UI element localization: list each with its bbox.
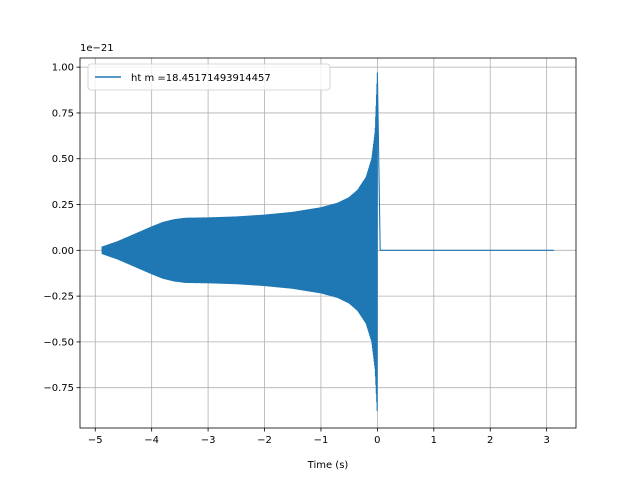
x-tick-label: 0 bbox=[374, 435, 380, 446]
y-tick-label: 0.25 bbox=[52, 200, 74, 211]
legend-label: ht m =18.45171493914457 bbox=[131, 73, 271, 84]
y-tick-label: 0.50 bbox=[52, 154, 74, 165]
axes-frame bbox=[79, 57, 577, 429]
x-tick-label: −5 bbox=[88, 435, 103, 446]
x-tick-label: −3 bbox=[201, 435, 216, 446]
y-tick-label: 0.00 bbox=[52, 246, 74, 257]
x-tick-label: 3 bbox=[543, 435, 549, 446]
y-tick-label: −0.25 bbox=[43, 292, 74, 303]
plot-area bbox=[101, 72, 554, 411]
y-tick-label: −0.50 bbox=[43, 337, 74, 348]
y-offset-label: 1e−21 bbox=[80, 43, 114, 54]
grid bbox=[80, 58, 576, 428]
x-tick-label: −2 bbox=[257, 435, 272, 446]
x-tick-label: 1 bbox=[431, 435, 437, 446]
y-tick-label: 1.00 bbox=[52, 63, 74, 74]
legend: ht m =18.45171493914457 bbox=[87, 63, 331, 91]
y-tick-label: −0.75 bbox=[43, 383, 74, 394]
x-axis: −5 −4 −3 −2 −1 0 1 2 3 bbox=[88, 428, 550, 446]
waveform-line bbox=[101, 72, 554, 411]
y-axis: −0.75 −0.50 −0.25 0.00 0.25 0.50 0.75 1.00 bbox=[43, 63, 80, 394]
x-tick-label: 2 bbox=[487, 435, 493, 446]
x-axis-label: Time (s) bbox=[307, 460, 349, 471]
y-tick-label: 0.75 bbox=[52, 108, 74, 119]
x-tick-label: −4 bbox=[144, 435, 159, 446]
x-tick-label: −1 bbox=[314, 435, 329, 446]
legend-box bbox=[87, 63, 331, 91]
